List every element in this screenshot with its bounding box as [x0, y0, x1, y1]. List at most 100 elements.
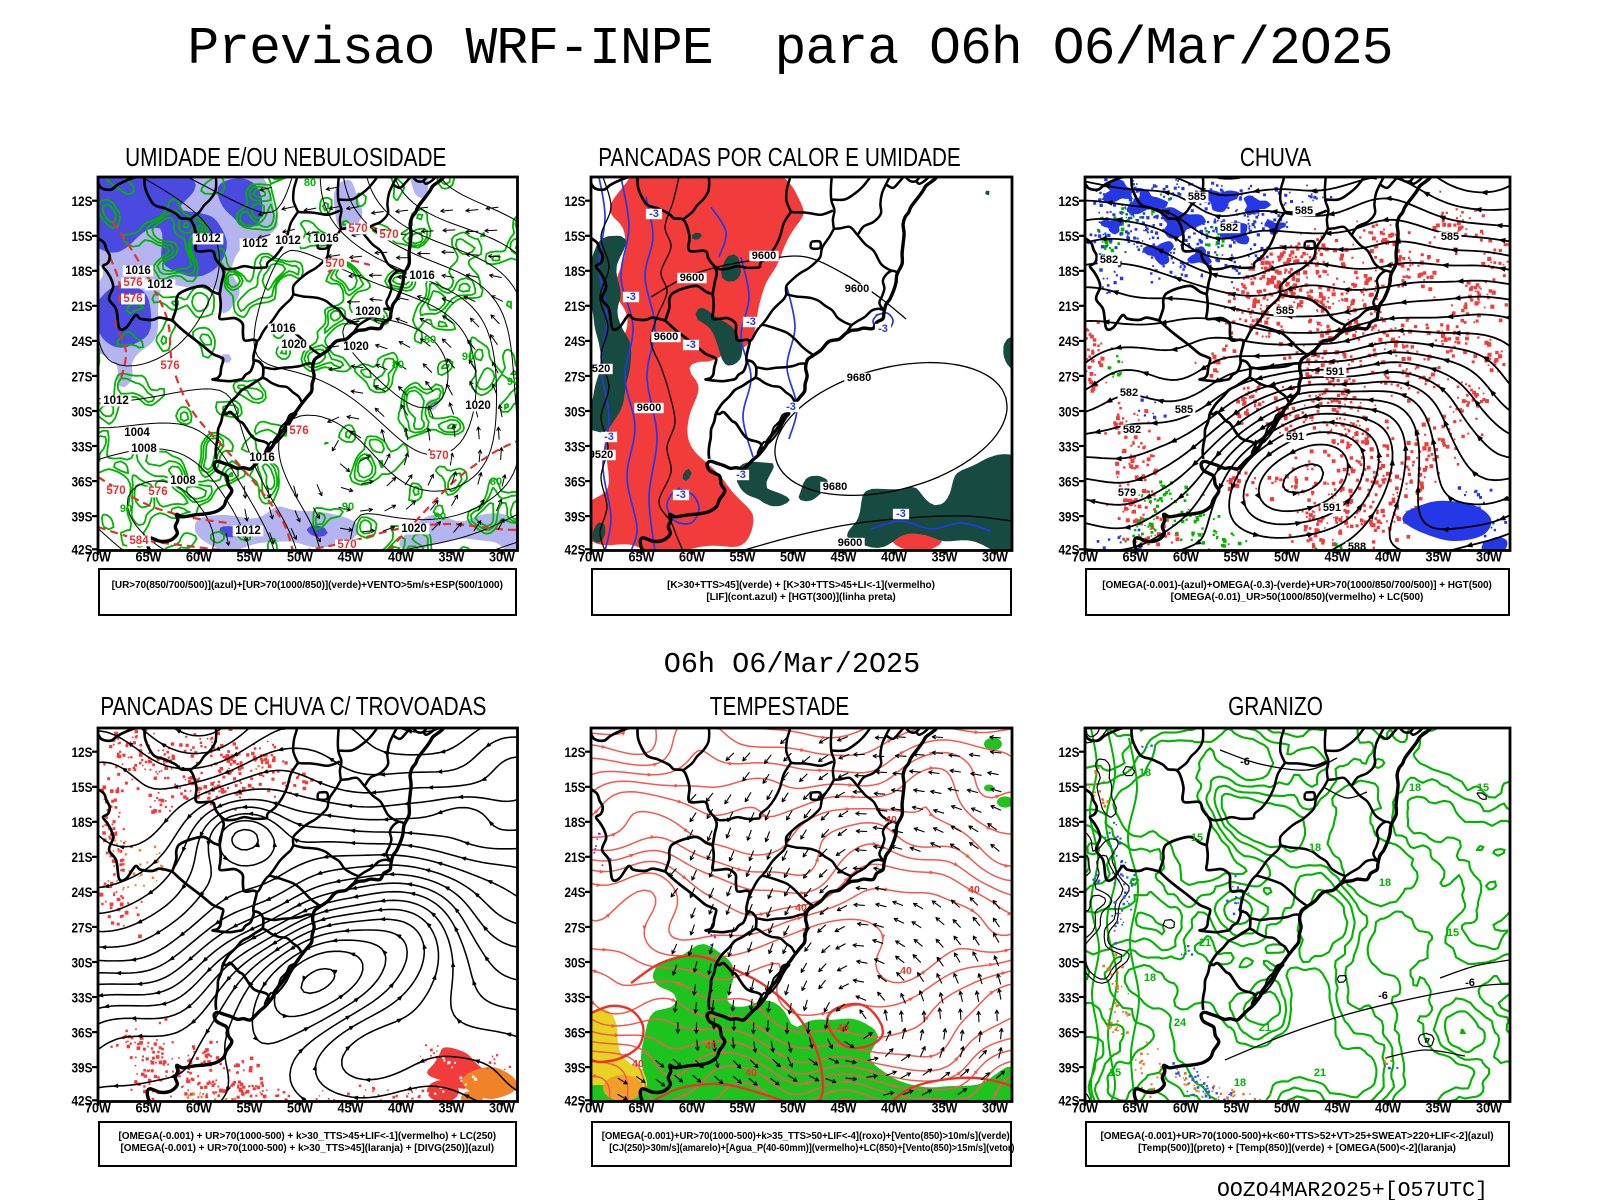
svg-text:27S: 27S	[71, 369, 92, 384]
svg-text:9600: 9600	[679, 272, 703, 284]
svg-text:35W: 35W	[931, 549, 957, 564]
svg-text:33S: 33S	[71, 439, 92, 454]
svg-text:570: 570	[106, 485, 125, 497]
svg-text:-6: -6	[1378, 990, 1388, 1002]
svg-text:36S: 36S	[71, 474, 92, 489]
svg-text:585: 585	[1294, 205, 1312, 217]
svg-text:60W: 60W	[186, 549, 212, 564]
svg-text:36S: 36S	[1058, 1025, 1079, 1040]
svg-text:50W: 50W	[780, 1100, 806, 1115]
svg-text:70W: 70W	[1072, 549, 1098, 564]
svg-text:9600: 9600	[844, 283, 868, 295]
svg-text:21S: 21S	[1058, 299, 1079, 314]
svg-text:35W: 35W	[1425, 1100, 1451, 1115]
svg-text:45W: 45W	[830, 549, 856, 564]
svg-text:27S: 27S	[71, 920, 92, 935]
svg-text:18: 18	[1308, 842, 1320, 854]
svg-text:-3: -3	[686, 339, 696, 351]
svg-text:70W: 70W	[578, 549, 604, 564]
svg-text:30S: 30S	[71, 404, 92, 419]
svg-text:1020: 1020	[343, 341, 369, 353]
svg-text:27S: 27S	[1058, 369, 1079, 384]
svg-text:570: 570	[429, 450, 448, 462]
svg-text:9600: 9600	[636, 402, 660, 414]
svg-text:591: 591	[1325, 366, 1343, 378]
svg-text:-3: -3	[878, 323, 888, 335]
svg-text:39S: 39S	[1058, 1060, 1079, 1075]
svg-text:55W: 55W	[236, 549, 262, 564]
svg-text:15: 15	[1190, 832, 1202, 844]
svg-text:40: 40	[745, 1067, 757, 1079]
svg-text:9600: 9600	[837, 537, 861, 549]
svg-text:60W: 60W	[1173, 1100, 1199, 1115]
svg-text:24S: 24S	[1058, 334, 1079, 349]
svg-text:40W: 40W	[1375, 1100, 1401, 1115]
svg-text:21S: 21S	[564, 299, 585, 314]
svg-text:40: 40	[705, 1040, 717, 1052]
svg-text:33S: 33S	[71, 990, 92, 1005]
svg-text:39S: 39S	[71, 1060, 92, 1075]
svg-text:570: 570	[337, 539, 356, 551]
svg-text:65W: 65W	[1122, 549, 1148, 564]
svg-text:45W: 45W	[337, 1100, 363, 1115]
svg-text:65W: 65W	[628, 549, 654, 564]
svg-text:-3: -3	[786, 401, 796, 413]
svg-text:40W: 40W	[388, 549, 414, 564]
svg-text:584: 584	[129, 535, 149, 547]
svg-text:39S: 39S	[71, 509, 92, 524]
svg-text:15S: 15S	[1058, 780, 1079, 795]
svg-text:-3: -3	[676, 489, 686, 501]
svg-text:1012: 1012	[235, 525, 261, 537]
svg-text:588: 588	[1347, 541, 1365, 553]
svg-text:50W: 50W	[1274, 549, 1300, 564]
svg-text:33S: 33S	[1058, 990, 1079, 1005]
svg-text:50W: 50W	[1274, 1100, 1300, 1115]
svg-text:65W: 65W	[135, 1100, 161, 1115]
svg-text:-3: -3	[626, 291, 636, 303]
svg-text:12S: 12S	[1058, 194, 1079, 209]
svg-text:60W: 60W	[679, 549, 705, 564]
svg-text:80: 80	[391, 359, 403, 371]
svg-text:40: 40	[885, 814, 897, 826]
svg-text:36S: 36S	[71, 1025, 92, 1040]
svg-text:90: 90	[461, 351, 473, 363]
svg-text:1012: 1012	[103, 395, 129, 407]
svg-text:1012: 1012	[242, 238, 268, 250]
svg-text:1008: 1008	[131, 443, 157, 455]
svg-text:30W: 30W	[982, 549, 1008, 564]
svg-text:18S: 18S	[1058, 815, 1079, 830]
svg-text:42S: 42S	[564, 543, 585, 558]
svg-text:579: 579	[1117, 487, 1135, 499]
svg-text:15S: 15S	[564, 229, 585, 244]
svg-text:50W: 50W	[287, 1100, 313, 1115]
svg-text:50W: 50W	[287, 549, 313, 564]
svg-text:1012: 1012	[195, 233, 221, 245]
svg-text:60W: 60W	[1173, 549, 1199, 564]
svg-text:70W: 70W	[85, 1100, 111, 1115]
svg-text:582: 582	[1219, 222, 1237, 234]
svg-text:1016: 1016	[125, 265, 151, 277]
svg-text:591: 591	[1322, 502, 1340, 514]
svg-text:18S: 18S	[71, 815, 92, 830]
svg-text:-3: -3	[649, 208, 659, 220]
svg-text:1016: 1016	[313, 233, 339, 245]
svg-text:576: 576	[160, 360, 179, 372]
svg-text:36S: 36S	[1058, 474, 1079, 489]
svg-text:582: 582	[1122, 424, 1140, 436]
svg-text:21: 21	[1258, 1022, 1270, 1034]
svg-text:12S: 12S	[564, 194, 585, 209]
svg-text:18S: 18S	[71, 264, 92, 279]
svg-text:585: 585	[1275, 305, 1293, 317]
svg-text:24S: 24S	[564, 334, 585, 349]
svg-text:582: 582	[1119, 387, 1137, 399]
svg-text:70W: 70W	[1072, 1100, 1098, 1115]
svg-text:27S: 27S	[564, 369, 585, 384]
svg-text:12S: 12S	[71, 745, 92, 760]
svg-text:585: 585	[1440, 231, 1458, 243]
svg-text:45W: 45W	[1324, 549, 1350, 564]
svg-text:42S: 42S	[1058, 543, 1079, 558]
svg-text:80: 80	[489, 476, 501, 488]
svg-text:9680: 9680	[822, 481, 846, 493]
svg-text:65W: 65W	[1122, 1100, 1148, 1115]
svg-text:1020: 1020	[401, 523, 427, 535]
